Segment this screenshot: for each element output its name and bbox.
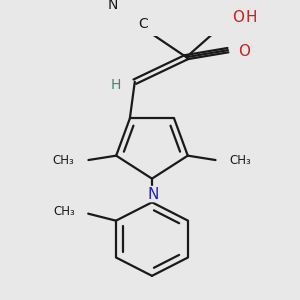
Text: CH₃: CH₃ — [54, 206, 75, 218]
Text: N: N — [108, 0, 118, 12]
Text: O: O — [232, 10, 244, 25]
Text: CH₃: CH₃ — [230, 154, 251, 166]
Text: H: H — [111, 78, 121, 92]
Text: O: O — [238, 44, 250, 59]
Text: CH₃: CH₃ — [53, 154, 75, 166]
Text: H: H — [246, 10, 257, 25]
Text: C: C — [138, 17, 148, 31]
Text: N: N — [147, 187, 159, 202]
